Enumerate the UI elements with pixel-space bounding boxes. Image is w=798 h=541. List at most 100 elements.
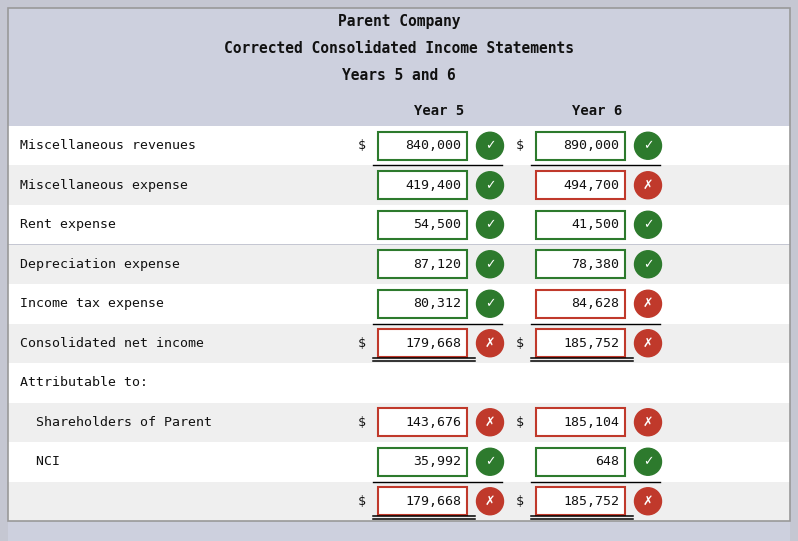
Text: ✗: ✗ xyxy=(484,415,496,429)
Text: ✓: ✓ xyxy=(642,258,654,270)
Text: ✓: ✓ xyxy=(484,179,496,192)
Bar xyxy=(536,250,625,279)
Text: ✓: ✓ xyxy=(642,139,654,152)
Text: ✗: ✗ xyxy=(642,415,654,429)
Text: ✓: ✓ xyxy=(484,258,496,270)
Text: ✓: ✓ xyxy=(484,218,496,231)
Text: ✗: ✗ xyxy=(484,337,496,349)
Text: 494,700: 494,700 xyxy=(563,179,619,192)
Bar xyxy=(8,442,790,481)
Text: 54,500: 54,500 xyxy=(413,218,461,231)
Bar xyxy=(378,171,467,200)
Text: 840,000: 840,000 xyxy=(405,139,461,152)
Text: 648: 648 xyxy=(595,455,619,469)
Bar xyxy=(378,329,467,358)
Text: 41,500: 41,500 xyxy=(571,218,619,231)
Bar xyxy=(378,447,467,476)
Text: NCI: NCI xyxy=(20,455,60,469)
Circle shape xyxy=(634,132,662,159)
Text: ✓: ✓ xyxy=(484,455,496,469)
Text: Shareholders of Parent: Shareholders of Parent xyxy=(20,415,212,429)
Text: ✓: ✓ xyxy=(484,139,496,152)
Text: 419,400: 419,400 xyxy=(405,179,461,192)
Text: ✗: ✗ xyxy=(642,179,654,192)
Circle shape xyxy=(634,250,662,278)
Text: $: $ xyxy=(516,415,524,429)
Bar xyxy=(378,289,467,318)
Text: 179,668: 179,668 xyxy=(405,337,461,349)
Text: 185,752: 185,752 xyxy=(563,495,619,508)
Bar xyxy=(536,131,625,160)
Text: 78,380: 78,380 xyxy=(571,258,619,270)
Bar xyxy=(8,8,790,126)
Text: $: $ xyxy=(516,495,524,508)
Circle shape xyxy=(634,409,662,436)
Text: Income tax expense: Income tax expense xyxy=(20,297,164,310)
Circle shape xyxy=(476,132,504,159)
Circle shape xyxy=(476,250,504,278)
Circle shape xyxy=(634,448,662,475)
Text: Rent expense: Rent expense xyxy=(20,218,116,231)
Text: Attributable to:: Attributable to: xyxy=(20,376,148,390)
Text: $: $ xyxy=(516,139,524,152)
Bar xyxy=(8,166,790,205)
Bar xyxy=(8,521,790,541)
Circle shape xyxy=(634,171,662,199)
Bar xyxy=(378,408,467,437)
Circle shape xyxy=(476,409,504,436)
Text: Miscellaneous expense: Miscellaneous expense xyxy=(20,179,188,192)
Bar xyxy=(536,289,625,318)
Bar xyxy=(536,447,625,476)
Bar xyxy=(8,245,790,284)
Circle shape xyxy=(634,211,662,238)
Text: $: $ xyxy=(358,337,366,349)
Circle shape xyxy=(476,330,504,357)
Text: $: $ xyxy=(358,495,366,508)
Text: 179,668: 179,668 xyxy=(405,495,461,508)
Bar xyxy=(536,408,625,437)
Text: $: $ xyxy=(358,139,366,152)
Bar xyxy=(378,487,467,516)
Text: 87,120: 87,120 xyxy=(413,258,461,270)
Bar xyxy=(536,210,625,239)
Bar xyxy=(536,329,625,358)
Circle shape xyxy=(476,171,504,199)
Bar xyxy=(8,284,790,324)
Text: Year 5: Year 5 xyxy=(414,104,464,118)
Text: ✓: ✓ xyxy=(642,218,654,231)
Text: Miscellaneous revenues: Miscellaneous revenues xyxy=(20,139,196,152)
Text: Parent Company: Parent Company xyxy=(338,14,460,29)
Text: 185,752: 185,752 xyxy=(563,337,619,349)
Bar xyxy=(378,131,467,160)
Text: Years 5 and 6: Years 5 and 6 xyxy=(342,68,456,83)
Text: 185,104: 185,104 xyxy=(563,415,619,429)
Text: ✗: ✗ xyxy=(642,337,654,349)
Text: ✓: ✓ xyxy=(642,455,654,469)
Circle shape xyxy=(634,330,662,357)
Bar xyxy=(8,205,790,245)
Text: 80,312: 80,312 xyxy=(413,297,461,310)
Bar xyxy=(8,126,790,166)
Text: ✓: ✓ xyxy=(484,297,496,310)
Text: Consolidated net income: Consolidated net income xyxy=(20,337,204,349)
Text: Depreciation expense: Depreciation expense xyxy=(20,258,180,270)
Bar xyxy=(378,210,467,239)
Bar xyxy=(536,487,625,516)
Circle shape xyxy=(476,291,504,317)
Text: 84,628: 84,628 xyxy=(571,297,619,310)
Text: Corrected Consolidated Income Statements: Corrected Consolidated Income Statements xyxy=(224,41,574,56)
Bar xyxy=(8,363,790,403)
Circle shape xyxy=(634,291,662,317)
Circle shape xyxy=(476,488,504,514)
Text: 35,992: 35,992 xyxy=(413,455,461,469)
Text: $: $ xyxy=(516,337,524,349)
Bar xyxy=(8,403,790,442)
Text: ✗: ✗ xyxy=(642,495,654,508)
Bar xyxy=(536,171,625,200)
Text: $: $ xyxy=(358,415,366,429)
Bar xyxy=(8,324,790,363)
Text: 143,676: 143,676 xyxy=(405,415,461,429)
Circle shape xyxy=(634,488,662,514)
Circle shape xyxy=(476,211,504,238)
Text: ✗: ✗ xyxy=(642,297,654,310)
